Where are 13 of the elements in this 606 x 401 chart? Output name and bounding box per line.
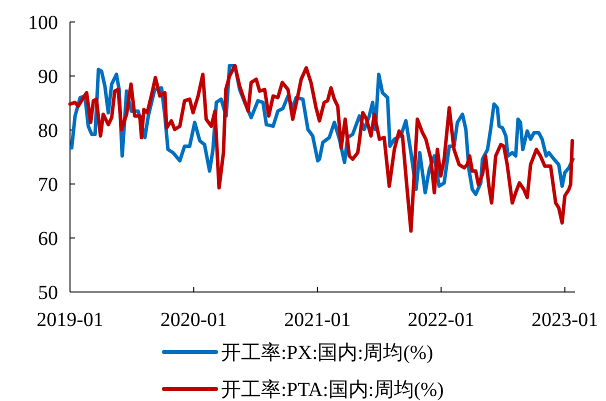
y-tick-label: 60 (38, 228, 58, 250)
x-tick-label: 2019-01 (36, 309, 104, 331)
x-tick-label: 2022-01 (408, 309, 474, 331)
legend-label: 开工率:PTA:国内:周均(%) (221, 379, 444, 401)
y-tick-label: 70 (38, 174, 58, 196)
x-tick-label: 2020-01 (160, 309, 228, 331)
x-tick-label: 2023-01 (531, 309, 598, 331)
y-tick-label: 80 (38, 120, 58, 142)
y-tick-label: 100 (28, 12, 58, 34)
x-tick-label: 2021-01 (284, 309, 351, 331)
y-tick-label: 90 (38, 66, 58, 88)
y-tick-label: 50 (38, 282, 58, 304)
legend-label: 开工率:PX:国内:周均(%) (221, 342, 434, 364)
